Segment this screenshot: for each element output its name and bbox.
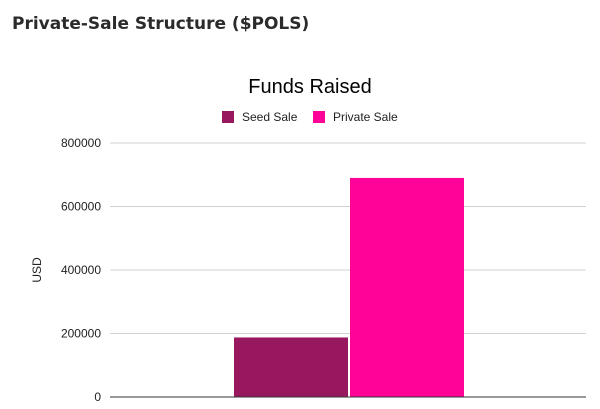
y-tick-labels: 0 200000 400000 600000 800000 bbox=[61, 136, 101, 404]
legend-label: Private Sale bbox=[333, 110, 398, 124]
y-tick-label: 800000 bbox=[61, 136, 101, 150]
chart-title: Funds Raised bbox=[248, 76, 371, 98]
legend-swatch bbox=[222, 111, 234, 123]
page-heading: Private-Sale Structure ($POLS) bbox=[12, 14, 310, 34]
legend-swatch bbox=[313, 111, 325, 123]
gridlines bbox=[110, 142, 586, 334]
bar-private-sale bbox=[350, 177, 464, 397]
bars bbox=[234, 177, 464, 397]
y-tick-label: 400000 bbox=[61, 263, 101, 277]
y-axis-label: USD bbox=[30, 257, 44, 283]
bar-seed-sale bbox=[234, 337, 348, 397]
chart-legend: Seed Sale Private Sale bbox=[222, 110, 398, 124]
y-tick-label: 0 bbox=[94, 390, 101, 404]
y-tick-label: 600000 bbox=[61, 200, 101, 214]
legend-label: Seed Sale bbox=[242, 110, 298, 124]
y-tick-label: 200000 bbox=[61, 327, 101, 341]
